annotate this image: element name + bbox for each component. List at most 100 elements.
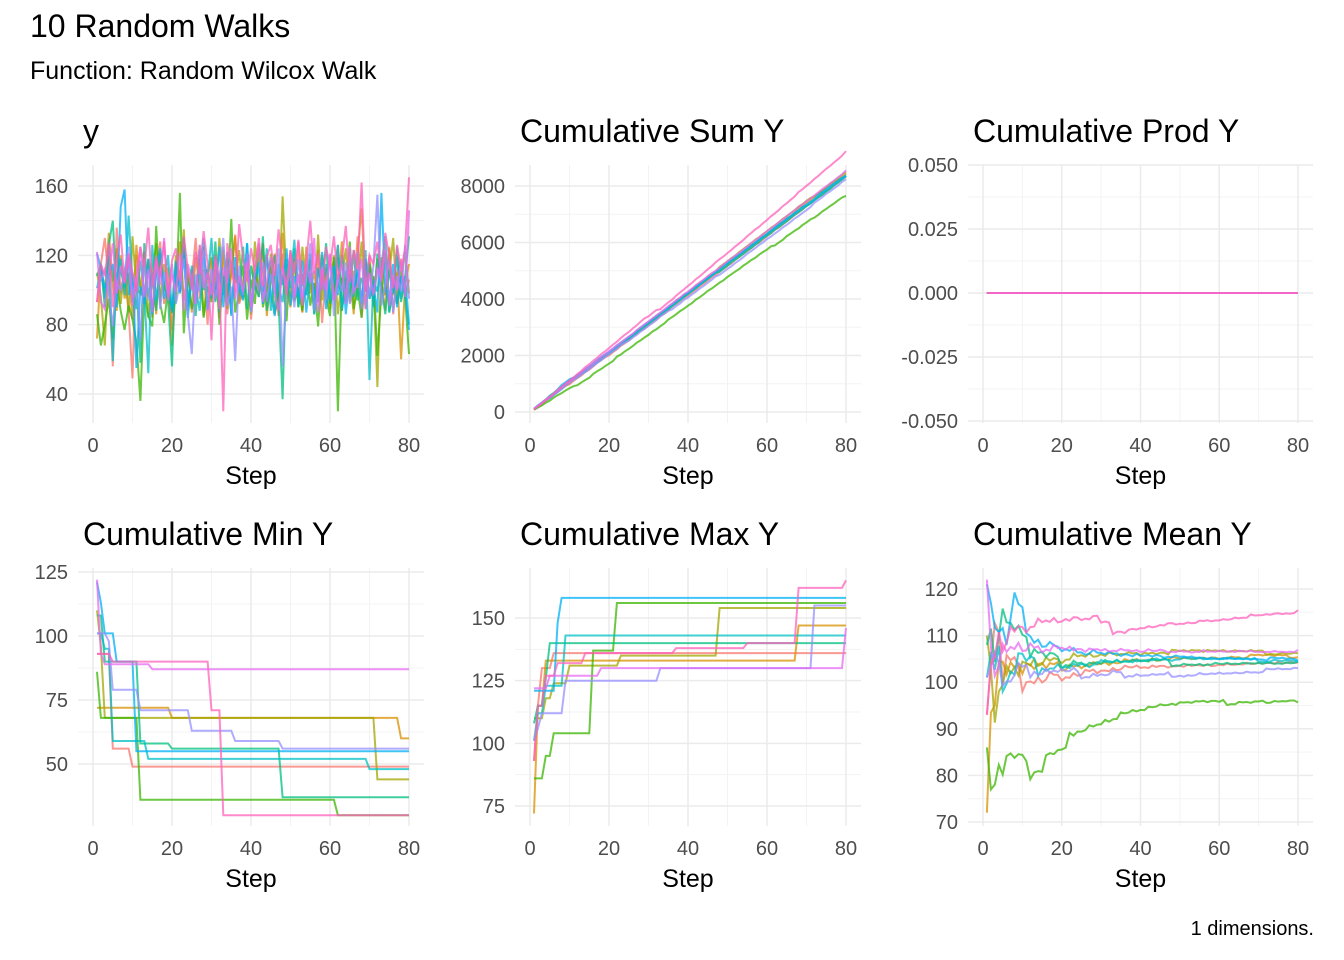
series-line-8 (533, 178, 847, 410)
series-line-10 (96, 177, 410, 412)
y-tick-label: 0 (494, 402, 505, 424)
y-tick-label: 50 (46, 754, 68, 776)
x-tick-label: 40 (677, 435, 699, 457)
series-line-1 (97, 652, 409, 768)
x-tick-label: 20 (161, 838, 183, 860)
panel-title: Cumulative Min Y (83, 516, 333, 552)
x-axis-label: Step (662, 865, 713, 893)
series-line-9 (96, 210, 410, 313)
series-line-10 (533, 150, 847, 411)
y-tick-label: 125 (472, 671, 505, 693)
series-line-9 (534, 627, 847, 690)
x-tick-label: 80 (1287, 838, 1309, 860)
series-line-8 (985, 649, 1299, 689)
x-tick-label: 0 (977, 838, 988, 860)
series-line-9 (96, 579, 409, 671)
y-tick-label: 75 (483, 796, 505, 818)
series-line-10 (985, 609, 1299, 715)
y-tick-label: 120 (35, 245, 68, 267)
y-tick-label: 75 (46, 690, 68, 712)
y-tick-label: 80 (46, 315, 68, 337)
series-line-4 (534, 602, 846, 780)
panel-5: 75 100 125 150 0 20 40 60 80 Step Cumulative Max Y (472, 516, 861, 893)
y-tick-label: 100 (925, 672, 958, 694)
chart-caption: 1 dimensions. (1190, 918, 1314, 940)
panel-2: 0 2000 4000 6000 8000 0 20 40 60 80 Step Cumulative… (461, 113, 861, 490)
y-tick-label: 40 (46, 384, 68, 406)
x-tick-label: 60 (1208, 435, 1230, 457)
series-line-4 (533, 194, 847, 411)
x-tick-label: 0 (87, 435, 98, 457)
x-axis-label: Step (1115, 462, 1166, 490)
series-line-1 (533, 652, 846, 761)
series-line-8 (97, 632, 409, 750)
y-tick-label: 0.025 (908, 219, 958, 241)
chart-title: 10 Random Walks (30, 8, 291, 44)
x-axis-label: Step (1115, 865, 1166, 893)
x-tick-label: 80 (398, 838, 420, 860)
x-tick-label: 20 (1051, 838, 1073, 860)
x-axis-label: Step (225, 865, 276, 893)
panel-title: Cumulative Max Y (520, 516, 779, 552)
x-tick-label: 0 (87, 838, 98, 860)
y-tick-label: 0.050 (908, 155, 958, 177)
y-tick-label: 70 (936, 812, 958, 834)
x-tick-label: 0 (524, 435, 535, 457)
y-tick-label: -0.050 (901, 411, 958, 433)
series-line-3 (96, 610, 409, 781)
y-tick-label: 2000 (461, 346, 506, 368)
y-tick-label: 4000 (461, 289, 506, 311)
panel-title: Cumulative Mean Y (973, 516, 1252, 552)
series-line-7 (985, 584, 1299, 662)
series-line-9 (533, 169, 847, 410)
y-tick-label: 120 (925, 579, 958, 601)
panel-title: Cumulative Sum Y (520, 113, 784, 149)
x-tick-label: 0 (524, 838, 535, 860)
x-tick-label: 80 (835, 838, 857, 860)
series-line-3 (534, 607, 846, 720)
panel-4: 50 75 100 125 0 20 40 60 80 Step Cumulative Min Y (35, 516, 424, 893)
x-tick-label: 20 (1051, 435, 1073, 457)
x-tick-label: 20 (598, 435, 620, 457)
panel-1: 40 80 120 160 0 20 40 60 80 Step y (35, 113, 424, 490)
x-tick-label: 60 (1208, 838, 1230, 860)
x-tick-label: 20 (161, 435, 183, 457)
x-axis-label: Step (662, 462, 713, 490)
series-line-7 (96, 582, 409, 753)
y-tick-label: 125 (35, 562, 68, 584)
y-tick-label: 100 (35, 626, 68, 648)
series-line-9 (985, 579, 1299, 680)
x-tick-label: 40 (1129, 838, 1151, 860)
series-line-7 (534, 596, 846, 692)
series-line-10 (97, 652, 409, 817)
x-tick-label: 80 (1287, 435, 1309, 457)
x-tick-label: 60 (756, 838, 778, 860)
panel-6: 70 80 90 100 110 120 0 20 40 60 80 Step Cumulative M… (925, 516, 1313, 893)
panel-title: y (83, 113, 99, 149)
y-tick-label: 160 (35, 176, 68, 198)
y-tick-label: 6000 (461, 233, 506, 255)
series-line-2 (985, 653, 1299, 813)
series-line-2 (97, 706, 409, 740)
y-tick-label: 80 (936, 765, 958, 787)
y-tick-label: 0.000 (908, 283, 958, 305)
chart-subtitle: Function: Random Wilcox Walk (30, 57, 377, 85)
series-line-6 (533, 634, 846, 741)
series-line-6 (97, 632, 409, 771)
y-tick-label: 8000 (461, 176, 506, 198)
x-tick-label: 60 (319, 838, 341, 860)
x-tick-label: 20 (598, 838, 620, 860)
series-line-2 (533, 624, 846, 814)
series-line-10 (533, 579, 847, 761)
x-tick-label: 0 (977, 435, 988, 457)
y-tick-label: 110 (926, 626, 958, 648)
y-tick-label: 150 (472, 608, 505, 630)
y-tick-label: -0.025 (901, 347, 958, 369)
y-tick-label: 90 (936, 719, 958, 741)
y-tick-label: 100 (472, 733, 505, 755)
x-axis-label: Step (225, 462, 276, 490)
x-tick-label: 40 (240, 435, 262, 457)
panel-title: Cumulative Prod Y (973, 113, 1239, 149)
x-tick-label: 40 (240, 838, 262, 860)
